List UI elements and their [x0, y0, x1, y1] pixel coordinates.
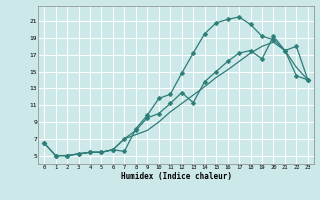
X-axis label: Humidex (Indice chaleur): Humidex (Indice chaleur) — [121, 172, 231, 181]
